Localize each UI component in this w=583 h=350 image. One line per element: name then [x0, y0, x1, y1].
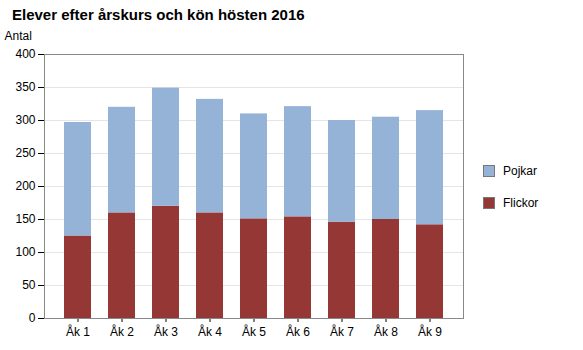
svg-text:Åk 7: Åk 7	[330, 324, 354, 339]
svg-text:400: 400	[15, 47, 35, 61]
svg-text:Åk 8: Åk 8	[374, 324, 398, 339]
svg-text:Åk 5: Åk 5	[242, 324, 266, 339]
svg-text:Åk 4: Åk 4	[198, 324, 222, 339]
svg-text:50: 50	[22, 278, 36, 292]
svg-text:350: 350	[15, 80, 35, 94]
svg-text:Åk 2: Åk 2	[110, 324, 134, 339]
svg-text:0: 0	[29, 311, 36, 325]
svg-text:300: 300	[15, 113, 35, 127]
html-text:Elever efter årskurs och kön h: Elever efter årskurs och kön hösten 2016	[12, 6, 305, 23]
svg-text:Antal: Antal	[5, 29, 32, 43]
html-text:Pojkar: Pojkar	[503, 164, 537, 178]
svg-text:150: 150	[15, 212, 35, 226]
svg-text:Åk 9: Åk 9	[418, 324, 442, 339]
svg-text:250: 250	[15, 146, 35, 160]
svg-text:Åk 1: Åk 1	[66, 324, 90, 339]
svg-text:200: 200	[15, 179, 35, 193]
svg-text:100: 100	[15, 245, 35, 259]
svg-text:Åk 6: Åk 6	[286, 324, 310, 339]
svg-text:Åk 3: Åk 3	[154, 324, 178, 339]
html-text:Flickor: Flickor	[503, 196, 539, 210]
